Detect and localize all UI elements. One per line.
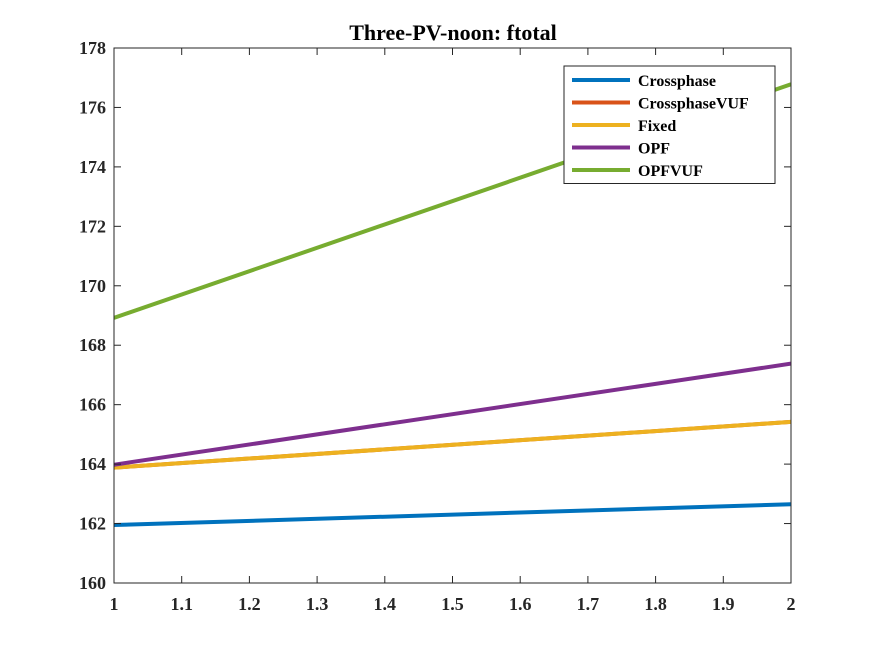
x-tick-label: 1.1	[170, 594, 193, 614]
x-tick-label: 1.8	[644, 594, 667, 614]
x-tick-label: 1.2	[238, 594, 261, 614]
series-line-fixed	[114, 419, 791, 470]
y-tick-label: 176	[79, 97, 106, 117]
x-tick-label: 1.6	[509, 594, 532, 614]
y-tick-label: 174	[79, 157, 106, 177]
x-tick-label: 1.9	[712, 594, 735, 614]
x-tick-label: 1.4	[374, 594, 397, 614]
x-tick-label: 2	[787, 594, 796, 614]
y-tick-label: 166	[79, 395, 106, 415]
legend: Crossphase CrossphaseVUF Fixed OPF OPFVUF	[563, 65, 776, 184]
y-tick-label: 172	[79, 216, 106, 236]
plot-area: 1 1.1 1.2 1.3 1.4 1.5 1.6 1.7 1.8 1.9 2 160 162 164 16…	[79, 38, 796, 614]
y-tick-label: 162	[79, 514, 106, 534]
x-tick-label: 1.7	[577, 594, 600, 614]
y-tick-label: 170	[79, 276, 106, 296]
chart-title: Three-PV-noon: ftotal	[349, 20, 557, 45]
legend-label: CrossphaseVUF	[638, 96, 749, 113]
y-tick-label: 168	[79, 335, 106, 355]
legend-label: Crossphase	[638, 73, 716, 90]
series-line-crossphase	[114, 502, 791, 528]
series-line-opf	[114, 361, 791, 467]
x-tick-label: 1	[110, 594, 119, 614]
x-tick-label: 1.5	[441, 594, 464, 614]
y-tick-label: 160	[79, 573, 106, 593]
y-tick-label: 164	[79, 454, 106, 474]
legend-label: OPFVUF	[638, 163, 703, 180]
legend-label: Fixed	[638, 118, 676, 135]
y-tick-label: 178	[79, 38, 106, 58]
legend-label: OPF	[638, 141, 670, 158]
x-tick-label: 1.3	[306, 594, 329, 614]
